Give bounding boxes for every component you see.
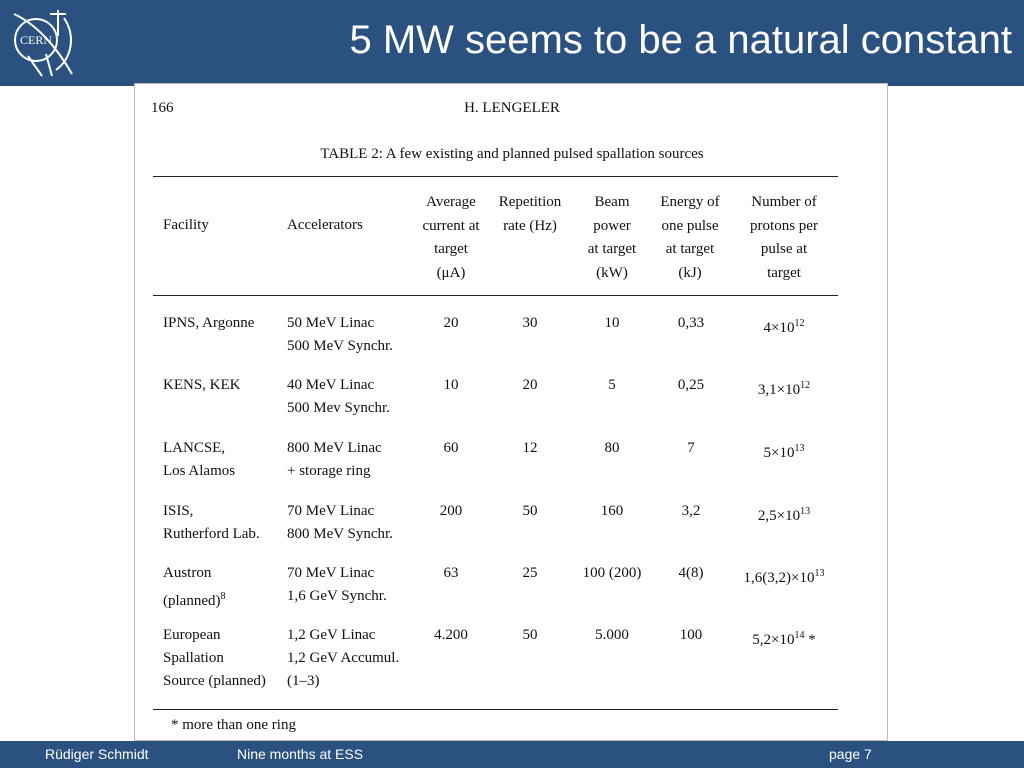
row-kens-power: 5 [608, 377, 616, 393]
row-austron-rate: 25 [522, 565, 538, 581]
row-austron-protons-base: 1,6(3,2)×10 [743, 570, 815, 586]
row-isis-power: 160 [600, 503, 624, 519]
row-lancse-rate: 12 [522, 440, 538, 456]
cern-logo-icon: CERN [13, 10, 73, 77]
column-header-accelerators: Accelerators [287, 217, 363, 233]
row-ess-power: 5.000 [595, 627, 629, 643]
row-lancse-energy: 7 [687, 440, 695, 456]
logo-text: CERN [20, 33, 52, 47]
row-ess-energy: 100 [679, 627, 703, 643]
table-caption: TABLE 2: A few existing and planned puls… [320, 146, 704, 162]
row-isis-protons: 2,5×1013 [731, 500, 837, 528]
row-ipns-protons: 4×1012 [731, 312, 837, 340]
row-lancse-protons: 5×1013 [731, 437, 837, 465]
row-ipns-accelerators: 50 MeV Linac 500 MeV Synchr. [287, 315, 393, 354]
row-ipns-energy: 0,33 [677, 315, 705, 331]
table-header-rule [153, 295, 838, 296]
column-header-protons: Number of protons per pulse at target [750, 194, 818, 281]
row-kens-protons: 3,1×1012 [731, 374, 837, 402]
row-austron-power: 100 (200) [582, 565, 642, 581]
row-ipns-facility: IPNS, Argonne [163, 315, 255, 331]
row-austron-current: 63 [443, 565, 459, 581]
row-isis-rate: 50 [522, 503, 538, 519]
column-header-rate: Repetition rate (Hz) [498, 194, 562, 234]
row-ipns-protons-exponent: 12 [794, 318, 805, 329]
row-austron-protons-exponent: 13 [814, 568, 825, 579]
row-lancse-current: 60 [443, 440, 459, 456]
row-lancse-power: 80 [604, 440, 620, 456]
row-ess-protons: 5,2×1014 * [731, 624, 837, 652]
row-ess-facility: European Spallation Source (planned) [163, 627, 266, 689]
row-ess-protons-footnote-mark: * [804, 632, 816, 648]
row-lancse-protons-exponent: 13 [794, 443, 805, 454]
row-isis-current: 200 [439, 503, 463, 519]
column-header-energy: Energy of one pulse at target (kJ) [660, 194, 720, 281]
row-isis-accelerators: 70 MeV Linac 800 MeV Synchr. [287, 503, 393, 542]
row-ess-current: 4.200 [434, 627, 468, 643]
row-kens-protons-exponent: 12 [800, 380, 811, 391]
row-kens-energy: 0,25 [677, 377, 705, 393]
scanned-page: 166 H. LENGELER TABLE 2: A few existing … [134, 83, 888, 741]
row-isis-facility: ISIS, Rutherford Lab. [163, 503, 260, 542]
row-kens-rate: 20 [522, 377, 538, 393]
row-ipns-current: 20 [443, 315, 459, 331]
row-isis-protons-exponent: 13 [800, 506, 811, 517]
row-kens-current: 10 [443, 377, 459, 393]
row-kens-accelerators: 40 MeV Linac 500 Mev Synchr. [287, 377, 390, 416]
table-footnote: * more than one ring [171, 717, 296, 733]
column-header-facility: Facility [163, 217, 209, 233]
row-isis-energy: 3,2 [681, 503, 701, 519]
row-ess-rate: 50 [522, 627, 538, 643]
row-ipns-power: 10 [604, 315, 620, 331]
row-austron-protons: 1,6(3,2)×1013 [731, 562, 837, 590]
row-ess-protons-base: 5,2×10 [752, 632, 795, 648]
row-isis-protons-base: 2,5×10 [757, 508, 801, 524]
row-lancse-accelerators: 800 MeV Linac + storage ring [287, 440, 382, 479]
slide-header: CERN 5 MW seems to be a natural constant [0, 0, 1024, 86]
row-austron-accelerators: 70 MeV Linac 1,6 GeV Synchr. [287, 565, 387, 604]
row-lancse-facility: LANCSE, Los Alamos [163, 440, 236, 479]
table-top-rule [153, 176, 838, 177]
footer-author: Rüdiger Schmidt [45, 746, 149, 762]
footer-event: Nine months at ESS [237, 746, 364, 762]
row-ipns-protons-base: 4×10 [763, 320, 795, 336]
row-austron-energy: 4(8) [678, 565, 704, 581]
row-ess-protons-exponent: 14 [794, 630, 805, 641]
column-header-power: Beam power at target (kW) [587, 194, 637, 281]
row-kens-facility: KENS, KEK [163, 377, 241, 393]
row-ipns-rate: 30 [522, 315, 538, 331]
footer-page-number: page 7 [829, 746, 872, 762]
row-austron-reference: 8 [220, 591, 226, 602]
page-number: 166 [151, 100, 174, 116]
page-author: H. LENGELER [464, 100, 560, 116]
row-austron-facility: Austron (planned)8 [163, 562, 225, 613]
column-header-current: Average current at target (μA) [422, 194, 480, 281]
slide-title: 5 MW seems to be a natural constant [349, 18, 1012, 62]
row-kens-protons-base: 3,1×10 [757, 382, 801, 398]
row-lancse-protons-base: 5×10 [763, 445, 795, 461]
table-bottom-rule [153, 709, 838, 710]
slide-footer: Rüdiger Schmidt Nine months at ESS page … [0, 741, 1024, 768]
row-austron-facility-text: Austron (planned) [163, 565, 221, 609]
row-ess-accelerators: 1,2 GeV Linac 1,2 GeV Accumul. (1–3) [287, 627, 400, 689]
